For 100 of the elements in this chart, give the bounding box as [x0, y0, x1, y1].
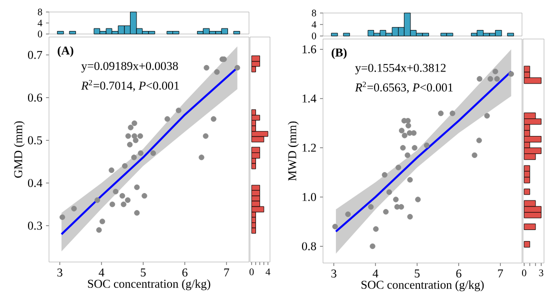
point — [138, 150, 144, 156]
annotation: y=0.1554x+0.3812 — [355, 64, 446, 74]
point — [142, 193, 148, 199]
x-tick-label: 6 — [456, 270, 462, 278]
point — [407, 214, 413, 220]
annotation: R$^{2}$=0.6563, P<0.001 — [354, 82, 453, 94]
x-tick-label: 3 — [331, 270, 336, 278]
point — [132, 120, 138, 126]
y-tick-label: 0 — [38, 30, 42, 38]
point — [202, 133, 208, 139]
point — [137, 133, 144, 139]
y-tick-label: 0.4 — [28, 178, 42, 188]
point — [332, 224, 338, 230]
y-tick-label: 8 — [312, 10, 316, 16]
annotation: y=0.09189x+0.0038 — [81, 62, 178, 72]
x-tick-label: 3 — [539, 270, 544, 276]
point — [415, 196, 421, 202]
point — [234, 64, 240, 71]
point — [94, 197, 100, 203]
point — [472, 152, 478, 158]
point — [132, 138, 138, 144]
point — [120, 202, 126, 208]
point — [407, 177, 413, 183]
point — [204, 64, 210, 71]
point — [210, 116, 216, 122]
point — [484, 113, 490, 119]
point — [176, 108, 182, 114]
y-tick-label: 0.6 — [28, 94, 42, 102]
y-tick-label: 1.4 — [302, 94, 316, 103]
x-tick-label: 3 — [57, 268, 62, 277]
point — [96, 227, 102, 233]
point — [406, 122, 412, 128]
point — [488, 76, 494, 82]
point — [382, 172, 388, 178]
point — [134, 210, 140, 216]
point — [71, 206, 77, 212]
point — [383, 209, 389, 215]
point — [398, 128, 404, 134]
point — [492, 68, 498, 74]
point — [508, 71, 514, 77]
point — [393, 196, 399, 202]
point — [127, 142, 133, 148]
y-tick-label: 0.3 — [28, 222, 42, 230]
point — [396, 164, 402, 170]
point — [214, 69, 220, 75]
point — [476, 138, 482, 144]
point — [368, 204, 374, 210]
point — [132, 133, 138, 139]
y-tick-label: 1.0 — [302, 192, 316, 202]
point — [450, 110, 456, 116]
point — [60, 214, 66, 220]
x-tick-label: 6 — [182, 268, 188, 277]
annotation: (A) — [58, 46, 74, 58]
x-tick-label: 0 — [250, 268, 254, 276]
x-tick-label: 5 — [140, 268, 146, 276]
point — [345, 211, 351, 218]
point — [120, 193, 126, 199]
x-tick-label: 4 — [98, 268, 104, 276]
point — [424, 142, 430, 148]
point — [108, 167, 114, 174]
x-tick-label: 5 — [414, 270, 420, 278]
point — [131, 154, 137, 160]
point — [134, 184, 140, 190]
annotation: (B) — [332, 48, 347, 60]
point — [373, 226, 379, 232]
point — [476, 76, 482, 82]
x-tick-label: 7 — [224, 268, 230, 276]
point — [370, 243, 376, 250]
y-tick-label: 0.7 — [28, 50, 42, 59]
point — [494, 76, 500, 82]
x-tick-label: 7 — [498, 270, 503, 278]
x-tick-label: 0 — [522, 270, 526, 276]
point — [112, 188, 118, 194]
point — [164, 116, 170, 122]
annotation: R$^{2}$=0.7014, P<0.001 — [81, 80, 179, 92]
y-tick-label: 8 — [38, 8, 42, 16]
point — [125, 133, 131, 139]
point — [386, 189, 392, 195]
y-axis-title: GMD (mm) — [14, 121, 25, 178]
point — [122, 163, 128, 169]
x-axis-title: SOC concentration (g/kg) — [362, 280, 484, 292]
point — [150, 150, 156, 156]
y-tick-label: 1.6 — [302, 45, 316, 54]
x-tick-label: 4 — [372, 270, 378, 278]
y-tick-label: 4 — [38, 20, 42, 26]
point — [110, 202, 116, 208]
point — [438, 110, 444, 116]
y-tick-label: 0.5 — [28, 136, 42, 144]
point — [404, 152, 410, 158]
point — [402, 132, 408, 138]
point — [100, 218, 106, 224]
y-tick-label: 0 — [312, 32, 316, 40]
point — [128, 124, 134, 130]
point — [198, 154, 204, 160]
point — [412, 145, 418, 151]
y-tick-label: 0.8 — [302, 242, 316, 250]
x-axis-title: SOC concentration (g/kg) — [88, 279, 210, 290]
y-axis-title: MWD (mm) — [288, 121, 299, 181]
point — [400, 145, 406, 151]
y-tick-label: 1.2 — [302, 144, 316, 152]
